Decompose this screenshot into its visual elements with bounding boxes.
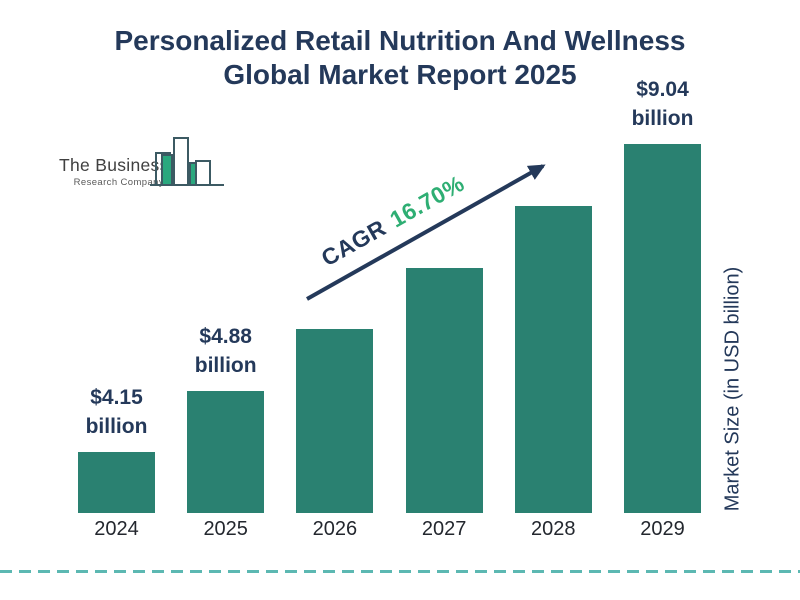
bar-2026 [296, 329, 374, 513]
bar-2028 [514, 206, 592, 513]
year-label-2027: 2027 [421, 518, 467, 540]
cagr-annotation: CAGR16.70% [317, 170, 469, 272]
y-axis-label: Market Size (in USD billion) [721, 266, 744, 512]
year-label-2026: 2026 [312, 518, 358, 540]
cagr-value: 16.70% [385, 169, 469, 233]
bar-chart-logo-icon [150, 137, 224, 186]
bar-2027 [405, 268, 483, 513]
chart-title-line1: Personalized Retail Nutrition And Wellne… [114, 25, 686, 56]
bar-2029 [624, 144, 701, 513]
cagr-label: CAGR [316, 214, 391, 272]
chart-title: Personalized Retail Nutrition And Wellne… [0, 24, 800, 92]
bar-value-label-2024: $4.15 billion [85, 386, 148, 439]
year-label-2025: 2025 [203, 518, 248, 540]
year-label-2028: 2028 [531, 518, 576, 540]
company-subname: Research Company [73, 177, 164, 188]
company-logo-text: The Business Research Company [59, 155, 169, 188]
company-logo: The Business Research Company [45, 134, 235, 196]
year-label-2024: 2024 [94, 518, 139, 540]
company-name: The Business [59, 155, 169, 175]
year-label-2029: 2029 [640, 518, 685, 540]
bar-2024 [78, 452, 155, 513]
chart-title-line2: Global Market Report 2025 [223, 59, 577, 91]
bar-value-label-2025: $4.88 billion [194, 325, 257, 378]
bar-2025 [187, 391, 265, 513]
